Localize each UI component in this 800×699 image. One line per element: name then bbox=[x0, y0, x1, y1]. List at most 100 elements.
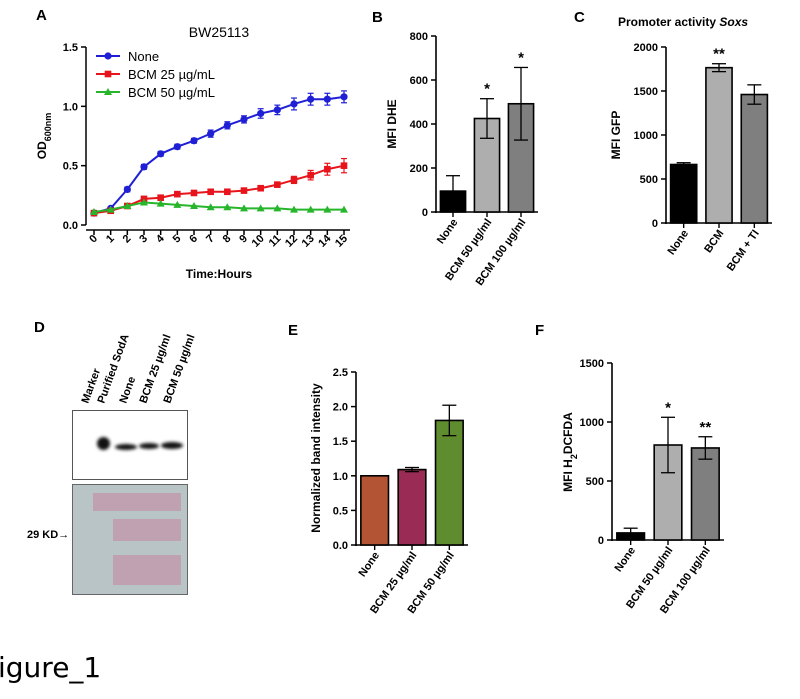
series-line bbox=[93, 95, 345, 215]
data-point bbox=[340, 205, 348, 213]
y-tick-label: 600 bbox=[410, 75, 428, 87]
data-point bbox=[207, 130, 215, 138]
panel-a-label: A bbox=[36, 7, 47, 24]
x-tick-label: 12 bbox=[283, 233, 300, 250]
legend-label: BCM 25 µg/mL bbox=[128, 67, 215, 82]
data-point bbox=[340, 162, 348, 169]
bar bbox=[397, 468, 427, 546]
y-tick-label: 0 bbox=[652, 218, 658, 230]
data-point bbox=[223, 121, 231, 129]
data-point bbox=[340, 93, 348, 101]
y-tick-label: 1.0 bbox=[333, 471, 348, 483]
y-tick-label: 500 bbox=[586, 476, 604, 488]
data-point bbox=[90, 207, 98, 215]
x-tick-label: None bbox=[666, 228, 692, 257]
bar bbox=[740, 93, 769, 224]
legend-label: None bbox=[128, 49, 159, 64]
data-point bbox=[257, 184, 264, 192]
data-point bbox=[140, 163, 148, 171]
panel-c-label: C bbox=[574, 9, 585, 26]
data-point bbox=[173, 200, 182, 208]
data-point bbox=[324, 165, 331, 173]
x-axis-label: Time:Hours bbox=[186, 267, 253, 281]
significance-mark: ** bbox=[699, 419, 711, 436]
data-point bbox=[240, 115, 248, 123]
y-tick-label: 0 bbox=[422, 207, 428, 219]
blot-band-none bbox=[115, 444, 137, 450]
bar bbox=[360, 474, 390, 546]
ponceau-stain-image bbox=[72, 484, 188, 595]
data-point bbox=[240, 187, 248, 194]
data-point bbox=[123, 185, 131, 193]
y-tick-label: 400 bbox=[410, 119, 428, 131]
data-point bbox=[190, 189, 198, 197]
x-tick-label: 14 bbox=[316, 232, 334, 250]
y-tick-label: 0.0 bbox=[63, 220, 78, 232]
y-tick-label: 0.5 bbox=[333, 505, 348, 517]
data-point bbox=[190, 137, 198, 145]
series-line bbox=[93, 164, 345, 215]
data-point bbox=[207, 188, 214, 196]
data-point bbox=[273, 106, 281, 114]
stain-band bbox=[93, 493, 181, 511]
data-point bbox=[323, 95, 331, 103]
data-point bbox=[240, 204, 248, 212]
x-tick-label: None bbox=[613, 545, 639, 574]
y-tick-label: 200 bbox=[410, 163, 428, 175]
data-point bbox=[206, 203, 215, 211]
blot-lane-label: None bbox=[118, 375, 139, 405]
x-tick-label: BCM bbox=[702, 228, 726, 255]
significance-mark: * bbox=[665, 399, 671, 416]
y-tick-label: 2.0 bbox=[333, 402, 348, 414]
x-tick-label: None bbox=[435, 217, 461, 246]
data-point bbox=[306, 205, 315, 213]
x-tick-label: 13 bbox=[300, 233, 317, 250]
data-point bbox=[106, 205, 115, 213]
y-tick-label: 0 bbox=[598, 535, 604, 547]
x-tick-label: 11 bbox=[267, 233, 284, 250]
data-point bbox=[290, 205, 298, 213]
legend-label: BCM 50 µg/mL bbox=[128, 85, 215, 100]
legend-marker bbox=[104, 88, 112, 95]
y-tick-label: 800 bbox=[410, 31, 428, 43]
y-tick-label: 1000 bbox=[580, 417, 604, 429]
y-tick-label: 1500 bbox=[634, 86, 658, 98]
data-point bbox=[290, 100, 298, 108]
data-point bbox=[140, 198, 148, 206]
western-blot-image bbox=[72, 410, 188, 480]
y-tick-label: 2000 bbox=[634, 42, 658, 54]
panel-e-label: E bbox=[288, 322, 298, 339]
y-tick-label: 2.5 bbox=[333, 367, 348, 379]
data-point bbox=[290, 176, 298, 184]
x-tick-label: 15 bbox=[333, 233, 350, 250]
bar bbox=[669, 163, 698, 224]
y-tick-label: 1.5 bbox=[63, 42, 78, 54]
y-axis-label: OD600nm bbox=[35, 113, 53, 160]
y-axis-label: MFI DHE bbox=[385, 99, 399, 148]
panel-f-label: F bbox=[535, 322, 544, 339]
stain-band bbox=[113, 519, 181, 541]
series-line bbox=[93, 201, 344, 213]
stain-band bbox=[113, 555, 181, 585]
y-tick-label: 0.0 bbox=[333, 540, 348, 552]
growth-curve-chart: 0.00.51.01.50 1 2 3 4 5 6 7 8 9 10 11 12 13 14 15BW2511… bbox=[35, 24, 350, 281]
data-point bbox=[256, 204, 265, 212]
y-tick-label: 1.5 bbox=[333, 436, 348, 448]
blot-band-bcm25 bbox=[139, 443, 159, 449]
significance-mark: * bbox=[518, 49, 524, 66]
data-point bbox=[323, 205, 332, 213]
panel-b-label: B bbox=[372, 9, 383, 26]
significance-mark: * bbox=[484, 81, 490, 98]
y-axis-label: MFI GFP bbox=[609, 111, 623, 160]
bar bbox=[705, 66, 733, 224]
chart-title: Promoter activity Soxs bbox=[618, 15, 748, 29]
y-tick-label: 1500 bbox=[580, 358, 604, 370]
data-point bbox=[307, 171, 314, 179]
blot-band-bcm50 bbox=[161, 442, 183, 449]
data-point bbox=[174, 190, 181, 198]
y-tick-label: 1000 bbox=[634, 130, 658, 142]
